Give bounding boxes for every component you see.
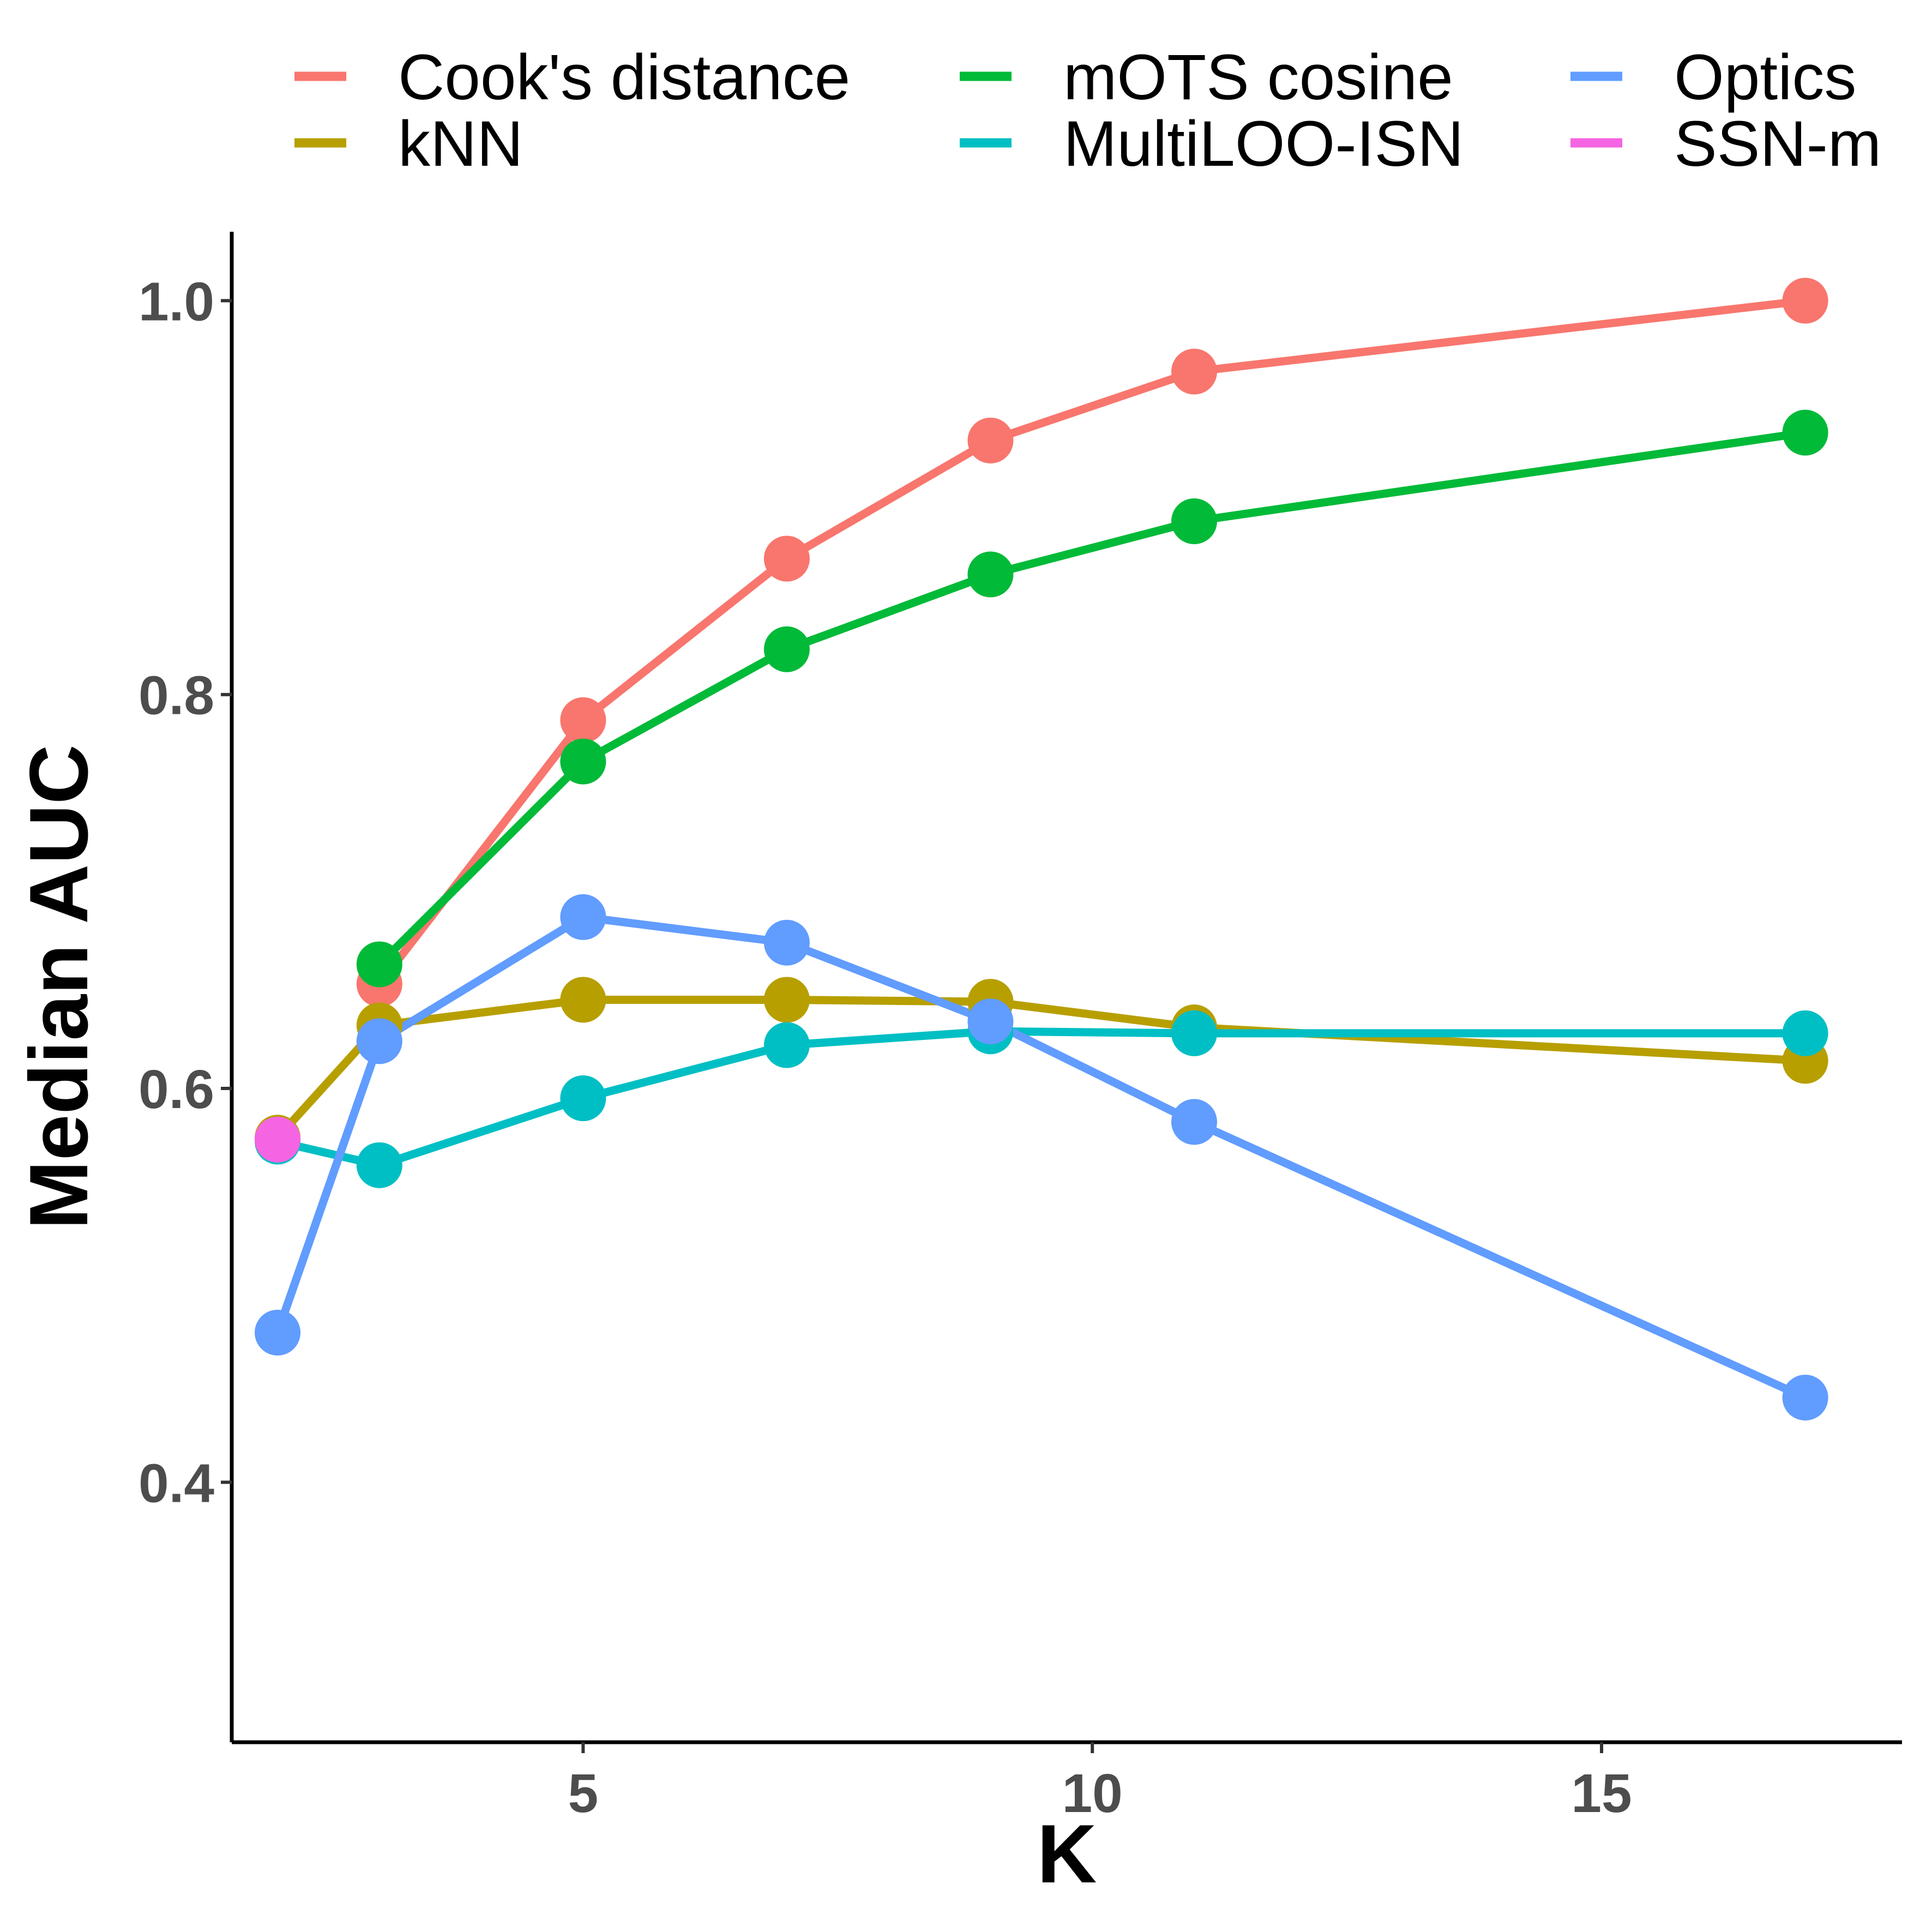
legend-label-knn: kNN	[398, 108, 523, 180]
series-points-cook-s-distance	[356, 278, 1828, 1007]
data-point-optics	[967, 998, 1014, 1045]
data-point-cook-s-distance	[1782, 278, 1828, 324]
data-point-optics	[1171, 1099, 1217, 1145]
series-line-knn	[273, 995, 1810, 1142]
data-point-multiloo-isn	[1782, 1010, 1828, 1056]
series-points-ssn-m	[255, 1116, 301, 1163]
legend-item-ssn-m: SSN-m	[1570, 108, 1881, 180]
data-point-optics	[560, 894, 606, 940]
y-tick-label: 0.6	[139, 1059, 214, 1120]
legend-label-mots-cosine: mOTS cosine	[1063, 41, 1453, 113]
legend-item-cook-s-distance: Cook's distance	[294, 41, 850, 113]
series-optics	[273, 913, 1810, 1402]
legend-item-multiloo-isn: MultiLOO-ISN	[960, 108, 1464, 180]
series-line-cook-s-distance	[375, 296, 1810, 989]
data-point-knn	[763, 977, 810, 1023]
y-tick-label: 0.8	[139, 665, 214, 726]
data-point-cook-s-distance	[560, 697, 606, 743]
series-points-optics	[255, 894, 1828, 1421]
series-line-mots-cosine	[375, 428, 1810, 968]
legend-item-mots-cosine: mOTS cosine	[960, 41, 1453, 113]
x-axis-ticks: 5 10 15	[568, 1742, 1632, 1824]
data-point-multiloo-isn	[763, 1022, 810, 1068]
legend-label-ssn-m: SSN-m	[1674, 108, 1881, 180]
data-point-optics	[1782, 1374, 1828, 1421]
data-point-mots-cosine	[356, 941, 402, 988]
data-point-multiloo-isn	[560, 1075, 606, 1122]
data-point-multiloo-isn	[356, 1142, 402, 1188]
y-tick-label: 1.0	[139, 271, 214, 332]
series-knn	[273, 995, 1810, 1142]
series-cook-s-distance	[375, 296, 1810, 989]
data-point-cook-s-distance	[967, 417, 1014, 464]
x-axis-title: K	[1037, 1808, 1097, 1900]
x-tick-label: 10	[1062, 1763, 1123, 1824]
data-point-mots-cosine	[967, 551, 1014, 598]
series-layer	[255, 278, 1828, 1421]
data-point-mots-cosine	[1171, 498, 1217, 544]
x-tick-label: 15	[1571, 1763, 1632, 1824]
legend-item-knn: kNN	[294, 108, 523, 180]
data-point-cook-s-distance	[1171, 348, 1217, 395]
data-point-mots-cosine	[763, 626, 810, 672]
data-point-mots-cosine	[560, 738, 606, 785]
y-tick-label: 0.4	[139, 1453, 214, 1514]
legend-label-multiloo-isn: MultiLOO-ISN	[1063, 108, 1464, 180]
legend-label-cook-s-distance: Cook's distance	[398, 41, 850, 113]
data-point-optics	[356, 1018, 402, 1064]
y-axis-ticks: 0.4 0.6 0.8 1.0	[139, 271, 232, 1514]
data-point-optics	[255, 1309, 301, 1356]
data-point-knn	[560, 977, 606, 1023]
data-point-ssn-m	[255, 1116, 301, 1163]
data-point-cook-s-distance	[763, 535, 810, 582]
data-point-optics	[763, 919, 810, 966]
plot-area	[255, 278, 1828, 1421]
data-point-multiloo-isn	[1171, 1010, 1217, 1056]
data-point-mots-cosine	[1782, 410, 1828, 456]
series-points-mots-cosine	[356, 410, 1828, 988]
legend-label-optics: Optics	[1674, 41, 1856, 113]
y-axis-title: Median AUC	[13, 744, 105, 1230]
x-tick-label: 5	[568, 1763, 599, 1824]
series-line-optics	[273, 913, 1810, 1402]
series-mots-cosine	[375, 428, 1810, 968]
legend-item-optics: Optics	[1570, 41, 1856, 113]
